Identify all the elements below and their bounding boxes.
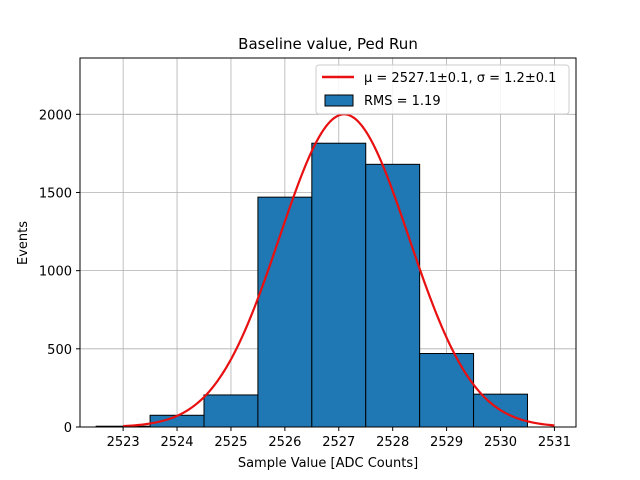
x-tick-label: 2529 xyxy=(430,435,463,450)
histogram-bar xyxy=(365,163,421,428)
x-tick-label: 2531 xyxy=(538,435,571,450)
legend: μ = 2527.1±0.1, σ = 1.2±0.1 RMS = 1.19 xyxy=(315,64,570,115)
x-axis-label: Sample Value [ADC Counts] xyxy=(238,456,418,471)
legend-fit-label: μ = 2527.1±0.1, σ = 1.2±0.1 xyxy=(364,71,556,86)
gaussian-fit-curve xyxy=(123,113,555,428)
histogram-bar xyxy=(419,353,475,428)
x-tick-label: 2524 xyxy=(160,435,193,450)
y-tick-label: 0 xyxy=(64,421,72,436)
histogram-bar xyxy=(257,196,313,428)
axis-ticks: 2523 2524 2525 2526 2527 2528 2529 2530 2531 0 500… xyxy=(39,108,571,450)
x-tick-label: 2527 xyxy=(322,435,355,450)
x-tick-label: 2526 xyxy=(268,435,301,450)
y-tick-label: 500 xyxy=(47,343,72,358)
fit-curve-layer xyxy=(123,113,555,428)
x-tick-label: 2528 xyxy=(376,435,409,450)
plot-frame xyxy=(79,57,577,428)
y-axis-label: Events xyxy=(16,221,31,265)
histogram-bar xyxy=(311,142,367,428)
chart-title: Baseline value, Ped Run xyxy=(238,35,418,53)
histogram-bars xyxy=(95,142,528,428)
x-tick-label: 2525 xyxy=(214,435,247,450)
histogram-bar xyxy=(203,394,259,428)
y-tick-label: 1000 xyxy=(39,265,72,280)
legend-hist-label: RMS = 1.19 xyxy=(364,94,441,109)
x-tick-label: 2523 xyxy=(107,435,140,450)
y-tick-label: 2000 xyxy=(39,108,72,123)
y-tick-label: 1500 xyxy=(39,186,72,201)
legend-box xyxy=(315,64,570,115)
x-tick-label: 2530 xyxy=(484,435,517,450)
legend-hist-swatch xyxy=(324,94,354,107)
